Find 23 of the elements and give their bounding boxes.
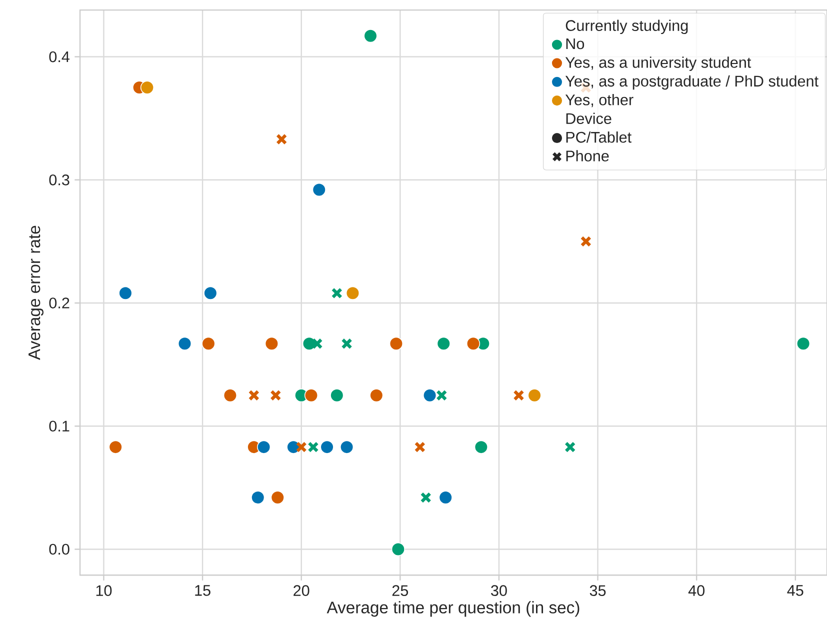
annotation: Device — [566, 112, 612, 124]
legend-title: Currently studying — [566, 20, 688, 34]
y-tick-label: 0.0 — [49, 544, 70, 555]
legend-label: Yes, as a university student — [565, 56, 752, 71]
x-tick-label: 30 — [491, 585, 507, 596]
x-tick-label: 40 — [688, 585, 705, 596]
legend-label: No — [566, 38, 584, 50]
x-axis-title: Average time per question (in sec) — [326, 601, 580, 617]
x-tick-label: 45 — [787, 585, 804, 596]
legend-label: Yes, other — [565, 94, 634, 108]
y-tick-label: 0.4 — [49, 51, 70, 62]
y-axis-title: Average error rate — [28, 226, 44, 360]
legend-label: Yes, as a postgraduate / PhD student — [565, 75, 818, 90]
x-tick-label: 25 — [392, 585, 408, 596]
x-tick-label: 20 — [294, 585, 310, 596]
y-tick-label: 0.1 — [49, 420, 70, 432]
annotation: Phone — [566, 150, 609, 162]
x-tick-label: 35 — [590, 585, 606, 596]
annotation: PC/Tablet — [566, 131, 632, 143]
y-tick-label: 0.2 — [49, 298, 70, 308]
x-tick-label: 15 — [195, 585, 210, 596]
y-tick-label: 0.3 — [49, 174, 70, 186]
x-tick-label: 10 — [96, 585, 112, 596]
